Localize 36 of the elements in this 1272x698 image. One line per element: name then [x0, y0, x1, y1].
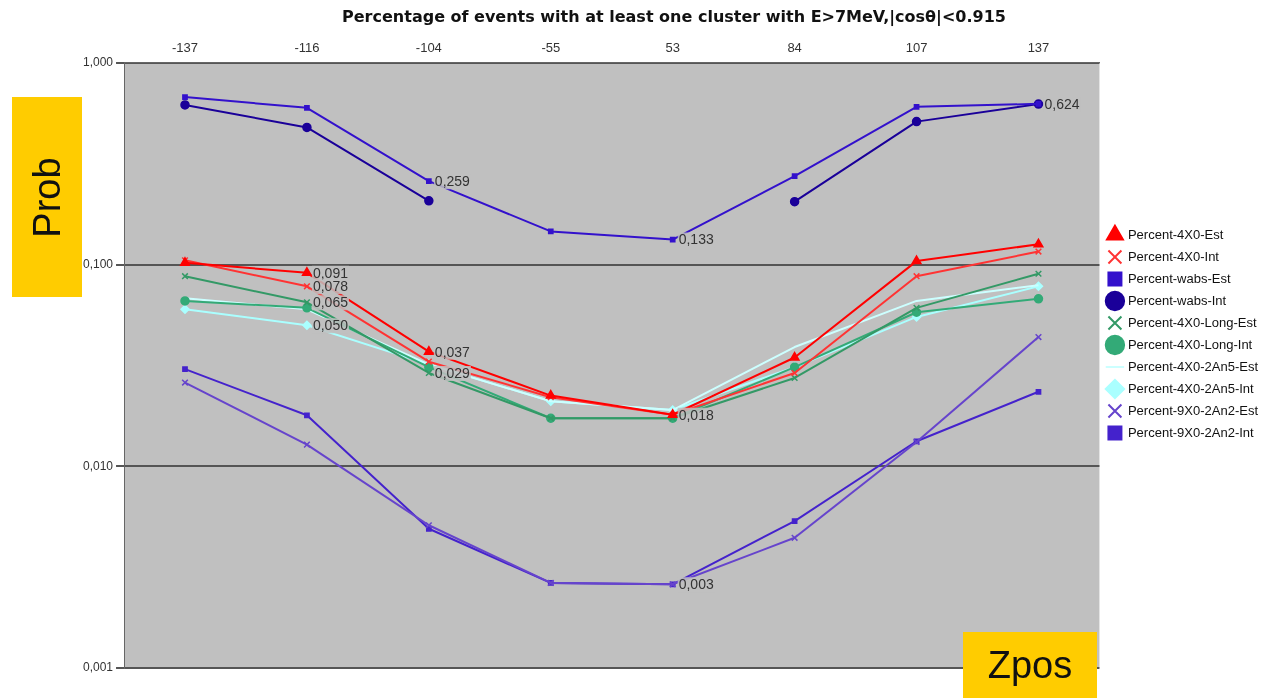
- x-tick-label: -116: [294, 39, 320, 55]
- x-tick-label: -104: [415, 39, 442, 55]
- data-label: 0,133: [678, 231, 714, 248]
- data-label: 0,003: [678, 576, 714, 593]
- legend-label: Percent-4X0-2An5-Est: [1127, 358, 1259, 374]
- legend-label: Percent-4X0-Est: [1127, 226, 1224, 242]
- legend-label: Percent-4X0-Long-Int: [1127, 336, 1253, 352]
- legend-label: Percent-4X0-2An5-Int: [1127, 380, 1255, 396]
- legend-label: Percent-4X0-Long-Est: [1127, 314, 1257, 330]
- y-tick-label: 0,001: [83, 660, 114, 675]
- x-tick-label: 137: [1027, 39, 1050, 55]
- data-label: 0,029: [434, 364, 471, 381]
- x-tick-label: -55: [541, 39, 561, 55]
- legend-label: Percent-9X0-2An2-Est: [1127, 402, 1259, 418]
- y-axis-title: Prob: [25, 156, 69, 238]
- data-label: 0,018: [678, 406, 714, 423]
- chart-title: Percentage of events with at least one cluster with E>7MeV,|cosθ|<0.915: [342, 6, 1006, 27]
- data-label: 0,091: [312, 264, 349, 281]
- x-axis-title: Zpos: [963, 632, 1097, 698]
- legend-label: Percent-9X0-2An2-Int: [1127, 424, 1255, 440]
- y-tick-label: 1,000: [83, 55, 114, 70]
- data-label: 0,037: [434, 343, 471, 360]
- legend-label: Percent-wabs-Int: [1127, 292, 1227, 308]
- legend-label: Percent-wabs-Est: [1127, 270, 1231, 286]
- data-label: 0,050: [312, 317, 349, 334]
- legend-label: Percent-4X0-Int: [1127, 248, 1220, 264]
- x-tick-label: -137: [171, 39, 199, 55]
- data-label: 0,624: [1044, 95, 1080, 112]
- x-tick-label: 107: [905, 39, 928, 55]
- data-label: 0,078: [312, 278, 349, 295]
- y-tick-label: 0,010: [83, 458, 114, 473]
- x-tick-label: 53: [665, 39, 680, 55]
- data-label: 0,065: [312, 294, 349, 311]
- data-label: 0,259: [434, 173, 471, 190]
- x-tick-label: 84: [787, 39, 802, 55]
- y-tick-label: 0,100: [83, 256, 114, 271]
